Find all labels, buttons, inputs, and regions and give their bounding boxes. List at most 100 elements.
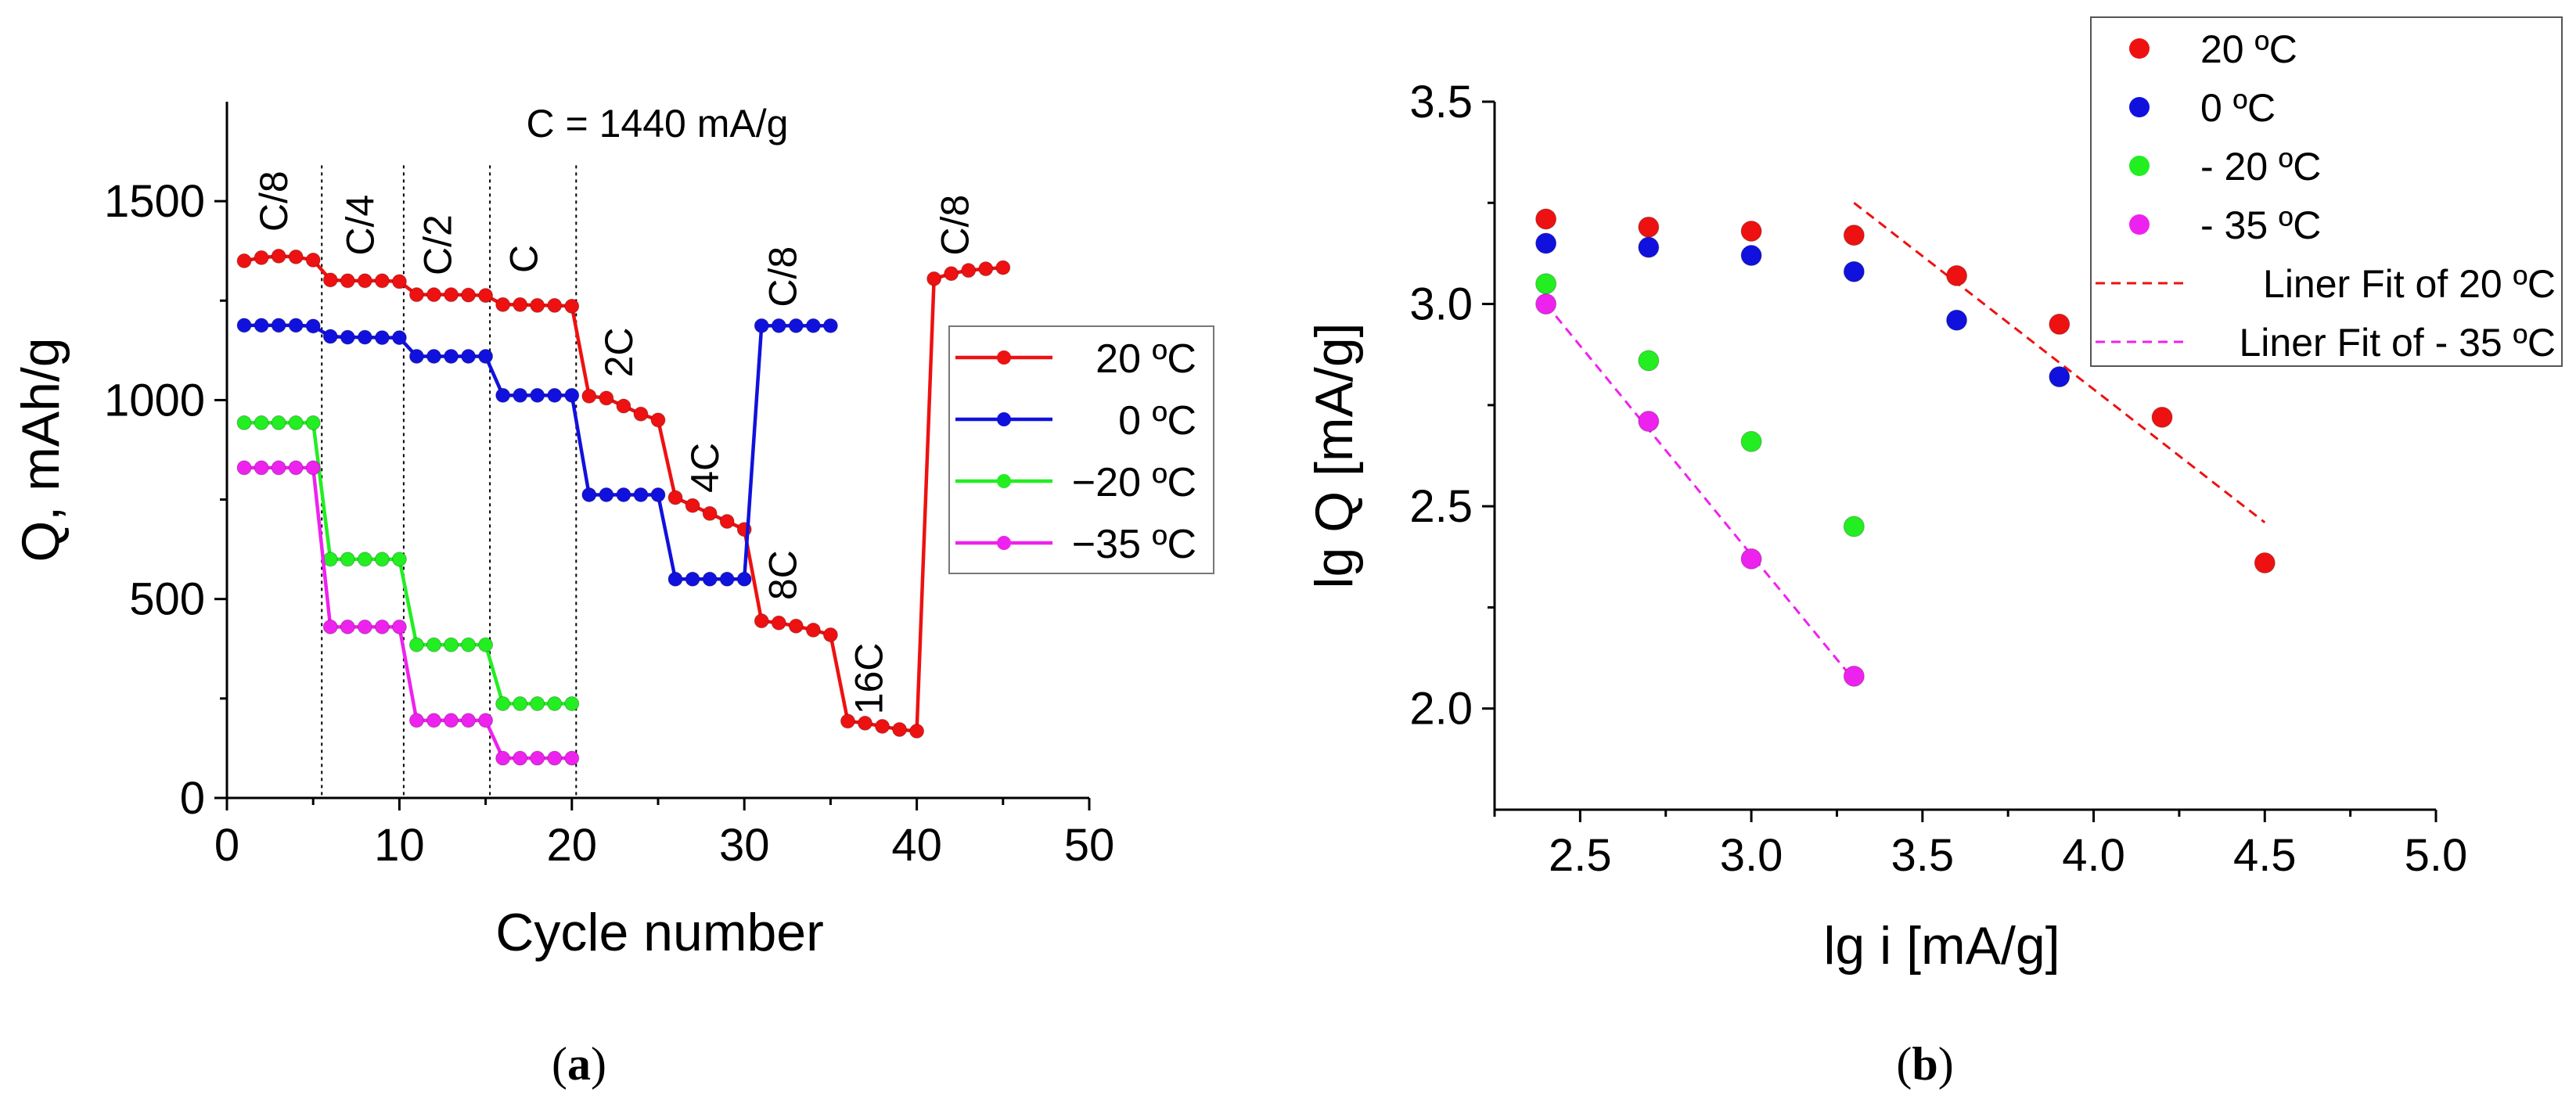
y-tick-label: 0: [180, 773, 205, 824]
fit-line: [1853, 202, 2266, 524]
legend-label: −20 ºC: [1072, 460, 1196, 505]
data-point: [547, 750, 563, 766]
legend-marker: [2129, 214, 2150, 235]
data-point: [719, 571, 735, 587]
data-point: [288, 249, 304, 264]
data-point: [564, 750, 580, 766]
data-point: [875, 718, 890, 734]
annotation-text: C = 1440 mA/g: [527, 102, 789, 146]
rate-label: C: [502, 245, 546, 273]
data-point: [478, 637, 494, 652]
legend-marker: [997, 536, 1011, 550]
data-point: [564, 298, 580, 314]
caption-b: (b): [1896, 1038, 1953, 1090]
data-point: [322, 619, 338, 634]
data-point: [1946, 264, 1968, 286]
data-point: [322, 329, 338, 344]
data-point: [461, 637, 477, 652]
data-point: [754, 318, 769, 333]
data-point: [1843, 665, 1865, 687]
data-point: [2049, 313, 2071, 335]
rate-label: 16C: [847, 643, 891, 715]
data-point: [340, 329, 355, 345]
legend-box: [2090, 16, 2563, 367]
data-point: [357, 619, 372, 634]
data-point: [513, 387, 528, 403]
data-point: [461, 287, 477, 303]
data-point: [961, 263, 977, 278]
data-point: [1535, 232, 1557, 254]
data-point: [1535, 273, 1557, 295]
data-point: [444, 287, 459, 303]
data-point: [461, 713, 477, 728]
data-point: [1638, 216, 1660, 238]
data-point: [271, 415, 286, 430]
x-tick-label: 3.0: [1720, 830, 1783, 881]
y-tick-label: 3.0: [1409, 279, 1473, 330]
data-point: [391, 552, 407, 567]
data-point: [444, 637, 459, 652]
data-point: [340, 552, 355, 567]
data-point: [513, 296, 528, 312]
data-point: [530, 695, 545, 711]
y-tick-label: 2.0: [1409, 684, 1473, 735]
data-point: [857, 715, 872, 731]
data-point: [305, 252, 321, 268]
data-point: [616, 398, 631, 414]
data-point: [236, 253, 252, 268]
data-point: [633, 406, 649, 422]
data-point: [547, 695, 563, 711]
data-point: [495, 750, 511, 766]
data-point: [374, 273, 390, 289]
data-point: [408, 637, 424, 652]
data-point: [426, 713, 441, 728]
data-point: [909, 724, 925, 739]
data-point: [271, 318, 286, 333]
data-point: [685, 571, 700, 587]
rate-label: 4C: [683, 443, 727, 493]
rate-label: C/8: [252, 171, 296, 232]
legend-label: 0 ºC: [2200, 86, 2276, 130]
legend-label: - 35 ºC: [2200, 203, 2321, 247]
legend: 20 ºC 0 ºC - 20 ºC - 35 ºC Liner Fit of 20 º…: [2090, 16, 2563, 367]
data-point: [322, 552, 338, 567]
data-point: [840, 713, 855, 729]
rate-label: C/8: [761, 246, 804, 307]
data-point: [805, 622, 821, 638]
x-tick-label: 2.5: [1549, 830, 1612, 881]
data-point: [1740, 430, 1762, 452]
legend-label: Liner Fit of 20 ºC: [2263, 262, 2556, 306]
x-tick-label: 40: [891, 820, 942, 871]
x-tick-label: 4.0: [2062, 830, 2125, 881]
data-point: [754, 613, 769, 629]
data-point: [305, 415, 321, 430]
data-point: [254, 318, 269, 333]
data-point: [408, 348, 424, 364]
data-point: [788, 318, 804, 333]
rate-label: C/2: [416, 214, 460, 275]
data-point: [788, 618, 804, 634]
data-point: [978, 261, 994, 277]
legend-marker: [2129, 97, 2150, 117]
legend-marker: [997, 474, 1011, 488]
data-point: [926, 271, 942, 286]
data-point: [616, 487, 631, 502]
data-point: [374, 619, 390, 634]
data-point: [1740, 548, 1762, 570]
data-point: [547, 297, 563, 313]
data-point: [408, 287, 424, 303]
data-point: [822, 627, 838, 642]
data-point: [461, 348, 477, 364]
caption-a-label: a: [567, 1038, 591, 1090]
data-point: [530, 297, 545, 313]
y-tick-label: 3.5: [1409, 77, 1473, 128]
data-point: [513, 695, 528, 711]
data-point: [288, 318, 304, 333]
data-point: [426, 348, 441, 364]
data-point: [719, 514, 735, 530]
data-point: [305, 318, 321, 334]
data-point: [1740, 220, 1762, 242]
data-point: [771, 615, 786, 631]
data-point: [357, 329, 372, 345]
data-point: [495, 695, 511, 711]
